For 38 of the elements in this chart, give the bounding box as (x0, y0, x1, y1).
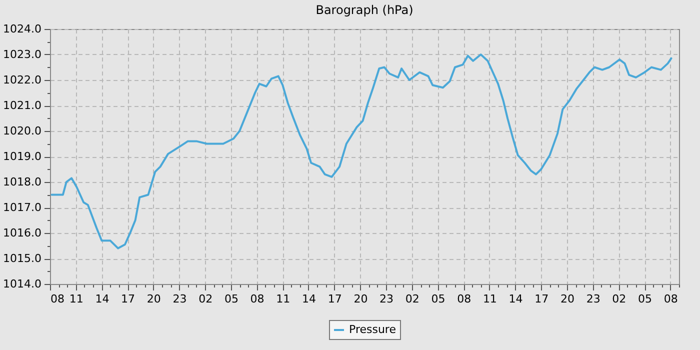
x-tick-label: 08 (250, 292, 264, 306)
x-tick-label: 17 (328, 292, 342, 306)
x-tick-label: 23 (380, 292, 394, 306)
y-tick-label: 1024.0 (3, 22, 42, 36)
x-tick-label: 14 (302, 292, 316, 306)
y-tick-label: 1021.0 (3, 99, 42, 112)
x-tick-label: 02 (198, 292, 213, 306)
x-tick-label: 08 (50, 292, 64, 306)
y-tick-label: 1018.0 (3, 176, 42, 188)
x-tick-label: 17 (121, 292, 136, 306)
x-tick-label: 08 (457, 292, 472, 306)
x-tick-label: 23 (172, 292, 187, 306)
x-tick-label: 11 (482, 292, 497, 306)
legend-label: Pressure (349, 323, 396, 336)
y-tick-label: 1023.0 (3, 48, 42, 61)
chart-title: Barograph (hPa) (316, 3, 414, 17)
y-tick-label: 1019.0 (3, 150, 42, 163)
x-tick-label: 05 (638, 292, 652, 306)
x-tick-label: 08 (664, 292, 678, 306)
x-tick-label: 11 (276, 292, 290, 306)
x-tick-label: 20 (354, 292, 368, 306)
y-tick-label: 1017.0 (3, 201, 42, 214)
x-tick-label: 02 (612, 292, 626, 306)
y-tick-label: 1022.0 (3, 74, 42, 86)
x-tick-label: 20 (560, 292, 574, 306)
x-tick-label: 05 (431, 292, 446, 306)
y-tick-label: 1015.0 (3, 252, 42, 265)
x-tick-label: 17 (534, 292, 549, 306)
x-tick-label: 14 (508, 292, 523, 306)
x-tick-label: 23 (586, 292, 600, 306)
y-tick-label: 1020.0 (3, 124, 42, 138)
x-tick-label: 11 (69, 292, 84, 306)
x-tick-label: 20 (146, 292, 161, 306)
y-tick-label: 1016.0 (3, 226, 42, 240)
x-tick-label: 02 (405, 292, 420, 306)
x-tick-label: 14 (95, 292, 110, 306)
y-tick-label: 1014.0 (3, 278, 42, 290)
x-tick-label: 05 (224, 292, 238, 306)
